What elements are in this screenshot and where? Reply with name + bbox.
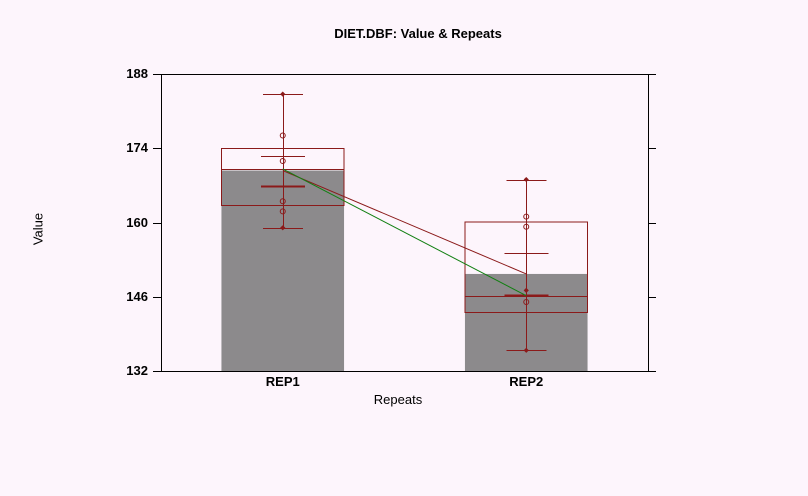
y-tick-label: 146	[126, 288, 148, 304]
data-point-diamond	[280, 91, 286, 97]
y-axis-title: Value	[30, 212, 46, 246]
data-point-diamond	[280, 225, 286, 231]
data-point-circle	[279, 198, 286, 205]
data-point-circle	[279, 132, 286, 139]
x-category-label: REP2	[509, 374, 544, 389]
y-tick-label: 132	[126, 363, 148, 378]
data-point-diamond	[523, 347, 529, 353]
box-rect	[220, 147, 345, 207]
y-tick-label: 160	[126, 214, 148, 230]
x-category-label: REP1	[265, 374, 300, 389]
chart-title: DIET.DBF: Value & Repeats	[334, 26, 502, 41]
x-axis-title: Repeats	[373, 392, 423, 407]
data-point-diamond	[523, 287, 529, 293]
data-point-circle	[279, 157, 286, 164]
data-point-circle	[523, 299, 530, 306]
data-point-circle	[523, 223, 530, 230]
data-point-diamond	[523, 176, 529, 183]
data-point-circle	[279, 208, 286, 215]
mean-bar-rep1	[221, 170, 345, 371]
data-point-circle	[523, 213, 530, 220]
box-rect	[464, 221, 589, 314]
y-tick-label: 174	[126, 140, 148, 156]
median-connector	[282, 168, 527, 297]
y-tick-label: 188	[126, 66, 148, 81]
mean-connector	[282, 170, 527, 275]
